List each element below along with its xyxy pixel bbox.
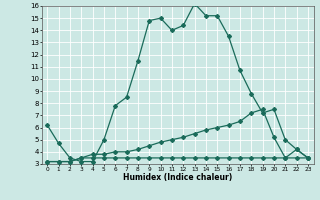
X-axis label: Humidex (Indice chaleur): Humidex (Indice chaleur) xyxy=(123,173,232,182)
